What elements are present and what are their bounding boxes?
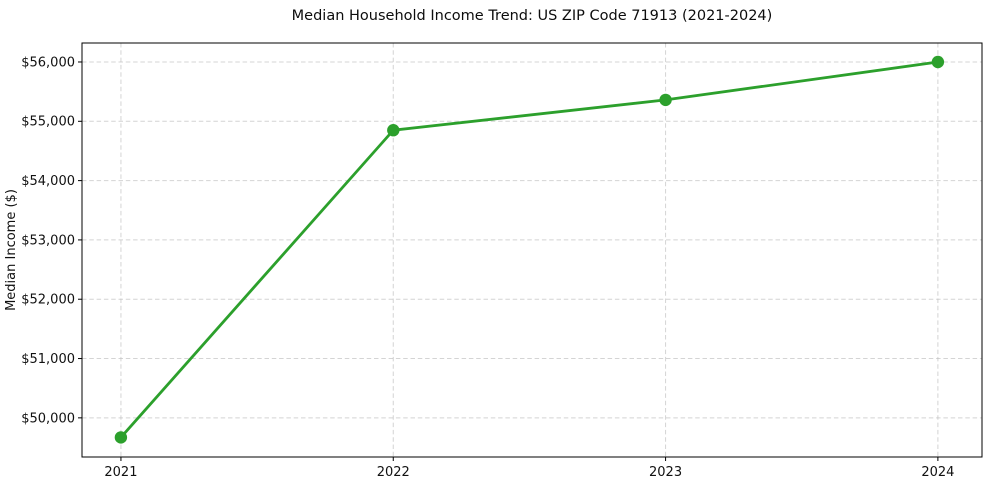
y-axis-label: Median Income ($) xyxy=(4,189,19,311)
data-point-2021 xyxy=(114,431,128,444)
y-tick-label: $52,000 xyxy=(21,293,75,308)
y-tick-label: $55,000 xyxy=(21,115,75,130)
chart-title: Median Household Income Trend: US ZIP Co… xyxy=(291,8,773,24)
income-trend-line xyxy=(119,60,940,439)
income-series xyxy=(114,55,945,444)
x-tick-label: 2024 xyxy=(921,465,954,480)
data-point-2023 xyxy=(659,93,672,107)
y-tick-label: $56,000 xyxy=(21,55,75,70)
y-tick-label: $53,000 xyxy=(21,233,75,248)
data-point-2022 xyxy=(387,124,400,137)
grid-layer xyxy=(82,43,982,457)
x-tick-label: 2022 xyxy=(377,465,410,480)
x-tick-label: 2023 xyxy=(649,465,682,480)
plot-border xyxy=(81,42,983,458)
y-tick-label: $51,000 xyxy=(21,352,75,367)
y-tick-label: $54,000 xyxy=(21,174,75,189)
axes-layer: $50,000 $51,000 $52,000 $53,000 $54,000 $55,0… xyxy=(21,42,983,480)
y-tick-label: $50,000 xyxy=(21,411,75,426)
data-point-2024 xyxy=(931,55,945,69)
x-tick-label: 2021 xyxy=(104,465,137,480)
